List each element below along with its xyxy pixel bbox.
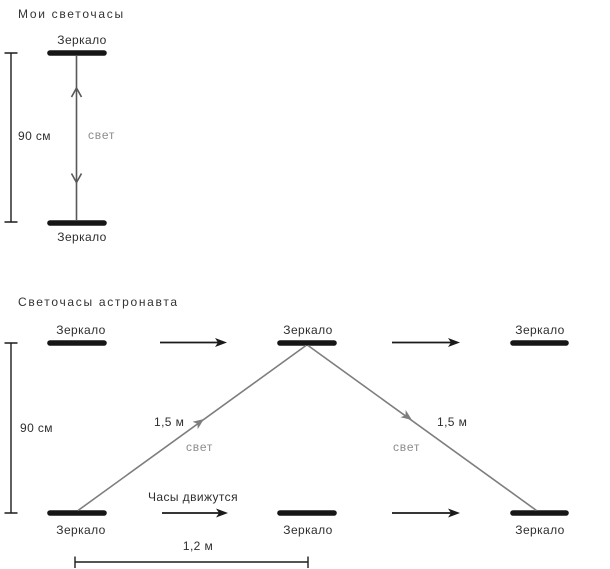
astro-bottom-mirror-left-label: Зеркало	[56, 523, 106, 537]
diagonal-down-arrowhead-icon	[400, 410, 412, 420]
astro-clock-title: Светочасы астронавта	[18, 295, 179, 309]
my-light-clock-figure	[4, 50, 107, 226]
astro-base-distance-label: 1,2 м	[182, 539, 214, 553]
diagonal-left-distance-label: 1,5 м	[154, 415, 185, 429]
astronaut-light-clock-figure	[4, 338, 569, 568]
astro-base-bracket	[74, 556, 309, 568]
light-ray-down-arrowhead-icon	[70, 173, 83, 185]
astro-top-mirror-left-label: Зеркало	[56, 323, 106, 337]
motion-arrow-top-left	[160, 338, 227, 347]
light-ray-diagonal-down-line	[307, 344, 537, 512]
astro-bottom-mirror-right-label: Зеркало	[515, 523, 565, 537]
right-arrowhead-icon	[448, 508, 460, 518]
astro-height-label: 90 см	[20, 421, 53, 435]
motion-arrow-bottom-left	[162, 508, 228, 518]
my-clock-light-label: свет	[88, 128, 116, 142]
my-clock-bottom-mirror-label: Зеркало	[57, 230, 107, 244]
right-arrowhead-icon	[216, 508, 228, 518]
my-clock-title: Мои светочасы	[18, 7, 125, 21]
diagonal-right-distance-label: 1,5 м	[437, 415, 468, 429]
motion-arrow-top-right	[392, 338, 460, 347]
motion-arrow-bottom-right	[392, 508, 460, 518]
astro-light-label-right: свет	[393, 440, 421, 454]
right-arrowhead-icon	[215, 338, 227, 347]
astro-top-mirror-middle-label: Зеркало	[283, 323, 333, 337]
astro-height-bracket	[4, 342, 18, 514]
my-clock-height-bracket	[4, 52, 18, 223]
light-ray-diagonal-up-line	[77, 344, 307, 512]
astro-light-label-left: свет	[186, 440, 214, 454]
light-ray-up-arrowhead-icon	[70, 86, 83, 98]
astro-bottom-mirror-middle-label: Зеркало	[283, 523, 333, 537]
my-clock-top-mirror-label: Зеркало	[57, 33, 107, 47]
diagonal-up-arrowhead-icon	[192, 419, 204, 430]
right-arrowhead-icon	[448, 338, 460, 347]
astro-top-mirror-right-label: Зеркало	[515, 323, 565, 337]
my-clock-height-label: 90 см	[18, 129, 51, 143]
clock-motion-label: Часы движутся	[148, 490, 238, 504]
